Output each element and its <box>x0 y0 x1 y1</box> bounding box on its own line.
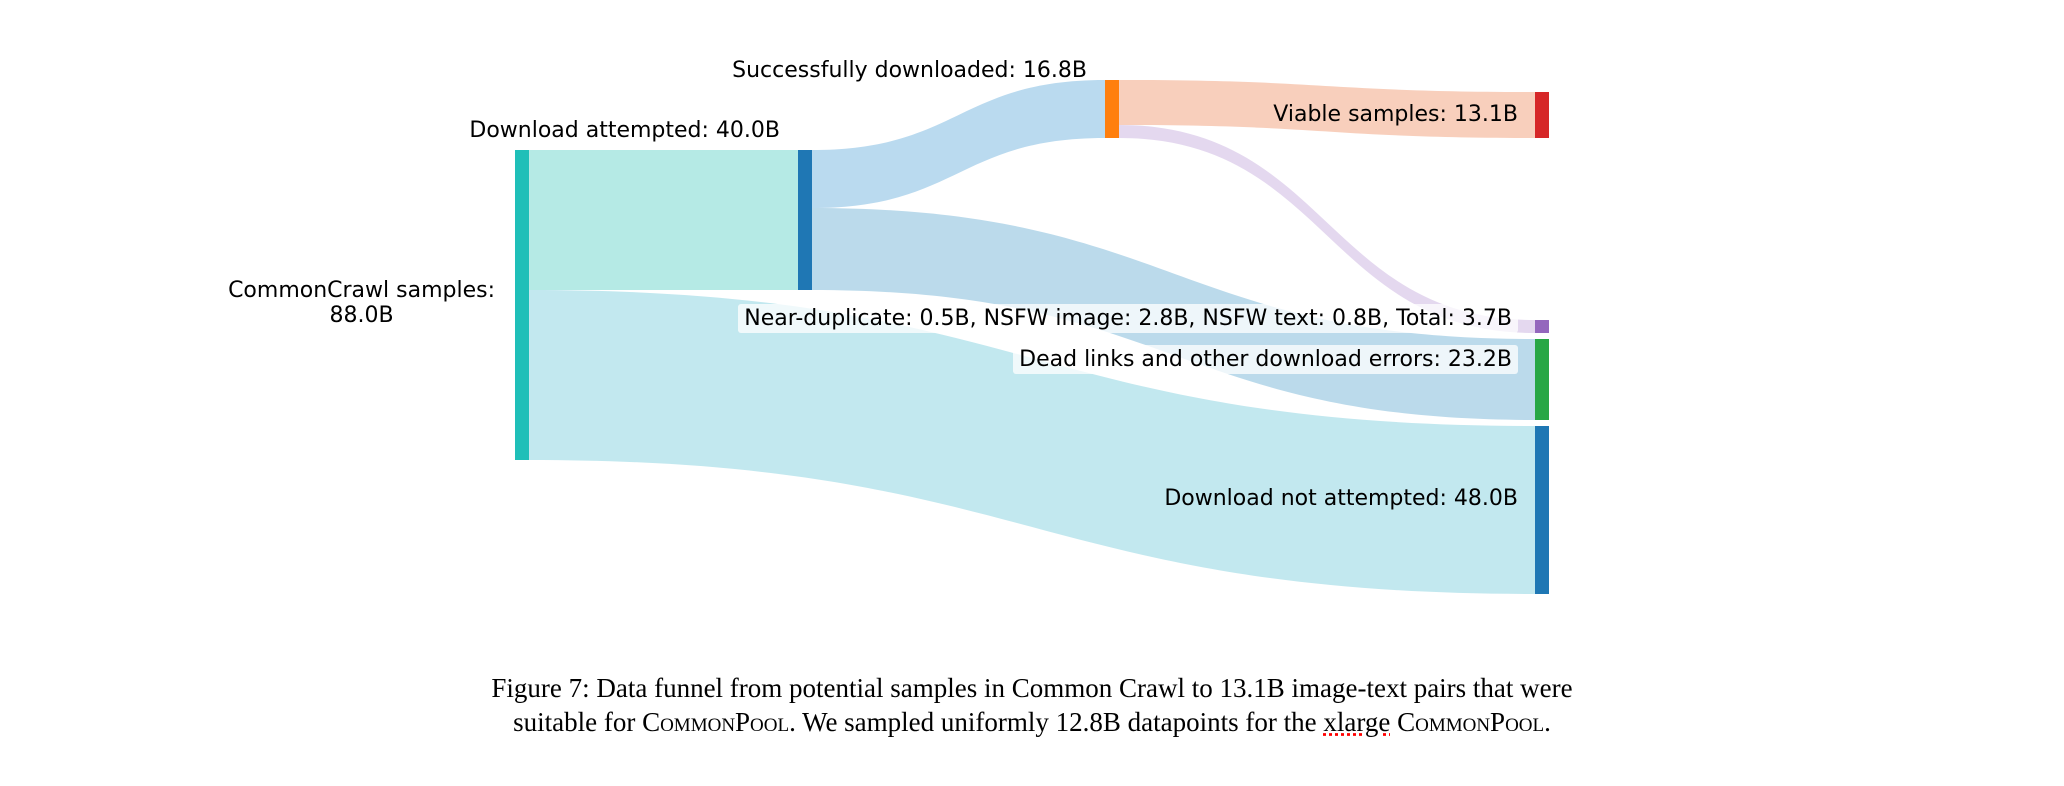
sankey-node-filtered <box>1535 320 1549 333</box>
label-commoncrawl: CommonCrawl samples:88.0B <box>228 278 495 328</box>
caption-line1: Figure 7: Data funnel from potential sam… <box>491 673 1572 703</box>
sankey-chart <box>0 0 2064 786</box>
caption-line2b: . We sampled uniformly 12.8B datapoints … <box>789 707 1323 737</box>
sankey-node-attempted <box>798 150 812 290</box>
sankey-node-downloaded <box>1105 80 1119 138</box>
label-downloaded: Successfully downloaded: 16.8B <box>732 58 1087 83</box>
caption-xlarge: xlarge <box>1323 707 1390 737</box>
caption-commonpool-2: CommonPool <box>1397 707 1544 737</box>
sankey-node-notattempted <box>1535 426 1549 594</box>
caption-line2d: . <box>1544 707 1551 737</box>
sankey-node-commoncrawl <box>515 150 529 460</box>
label-filtered: Near-duplicate: 0.5B, NSFW image: 2.8B, … <box>738 304 1518 333</box>
figure-caption: Figure 7: Data funnel from potential sam… <box>0 672 2064 740</box>
label-attempted: Download attempted: 40.0B <box>469 118 780 143</box>
sankey-node-viable <box>1535 92 1549 138</box>
label-errors: Dead links and other download errors: 23… <box>1013 345 1518 374</box>
sankey-flow <box>812 80 1105 208</box>
label-notattempted: Download not attempted: 48.0B <box>1164 486 1518 511</box>
sankey-node-errors <box>1535 339 1549 420</box>
caption-commonpool-1: CommonPool <box>642 707 789 737</box>
sankey-flow <box>529 150 798 290</box>
caption-line2a: suitable for <box>513 707 642 737</box>
label-viable: Viable samples: 13.1B <box>1273 102 1518 127</box>
